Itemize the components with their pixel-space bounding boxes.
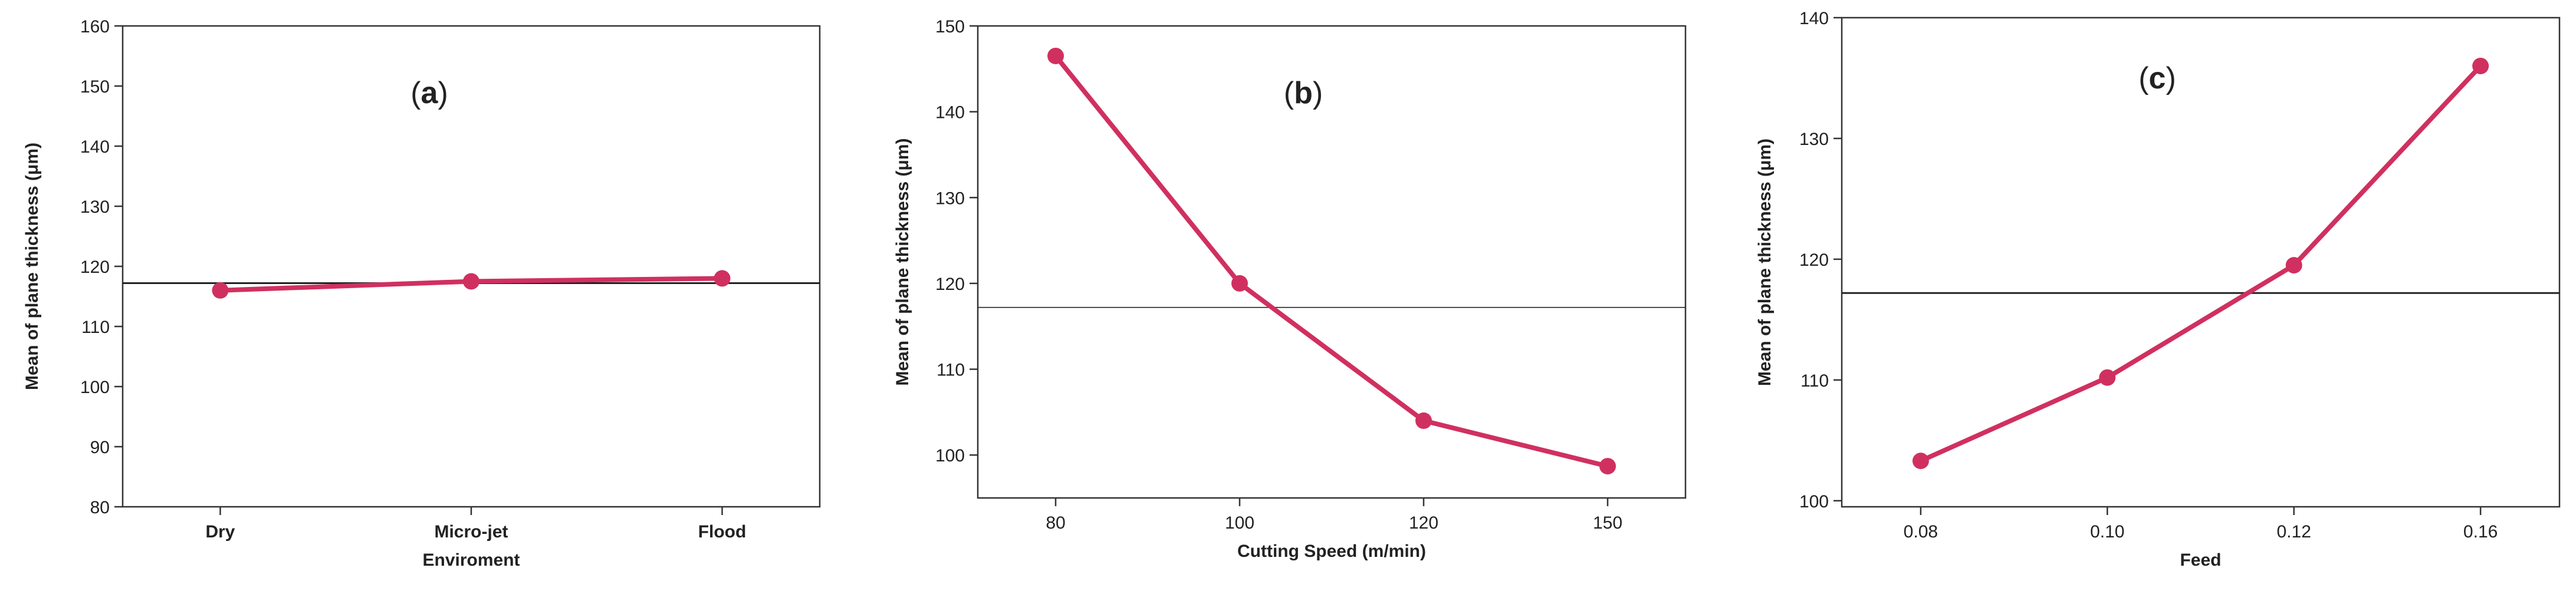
data-point <box>463 273 479 290</box>
panel-label: (b) <box>1284 76 1323 110</box>
series-line <box>1053 53 1610 469</box>
data-point <box>1912 453 1929 470</box>
y-tick-label: 120 <box>935 275 965 294</box>
x-tick-label: 0.16 <box>2463 522 2498 542</box>
data-point <box>2285 257 2302 274</box>
y-tick-label: 130 <box>80 197 110 217</box>
plot-frame <box>977 25 1687 499</box>
x-axis-title: Cutting Speed (m/min) <box>1237 542 1426 561</box>
x-tick-label: Dry <box>205 522 235 542</box>
x-tick-label: 150 <box>1593 513 1622 533</box>
y-tick-label: 100 <box>935 446 965 466</box>
plot-frame <box>1841 16 2561 508</box>
panel-label: (a) <box>410 76 448 110</box>
y-axis-title: Mean of plane thickness (μm) <box>22 143 42 390</box>
y-tick-label: 130 <box>935 189 965 208</box>
x-tick-label: 0.08 <box>1904 522 1938 542</box>
plot-frame <box>121 25 821 508</box>
y-tick-label: 150 <box>80 77 110 97</box>
y-tick-label: 120 <box>1799 250 1829 270</box>
x-tick-label: 0.10 <box>2090 522 2124 542</box>
panel-a: 80 90 100 110 120 130 140 150 160 Dry Micro-jet Flo… <box>22 17 821 570</box>
y-tick-label: 110 <box>81 318 110 337</box>
data-point <box>2472 57 2489 74</box>
y-tick-label: 140 <box>935 103 965 123</box>
y-tick-label: 150 <box>935 17 965 37</box>
panel-b: 100 110 120 130 140 150 80 100 120 150 Cutting Spe… <box>893 17 1687 561</box>
x-tick-label: 80 <box>1046 513 1065 533</box>
y-tick-label: 100 <box>1799 492 1829 512</box>
data-point <box>212 282 229 299</box>
y-tick-label: 130 <box>1799 130 1829 149</box>
panel-c: 100 110 120 130 140 0.08 0.10 0.12 0.16 Feed Mean … <box>1755 9 2561 570</box>
y-tick-label: 140 <box>80 137 110 157</box>
data-point <box>1415 412 1432 429</box>
data-point <box>1047 47 1064 64</box>
panel-label: (c) <box>2138 61 2176 95</box>
x-tick-label: 120 <box>1409 513 1438 533</box>
x-tick-label: 0.12 <box>2277 522 2311 542</box>
y-tick-label: 140 <box>1799 9 1829 28</box>
y-tick-label: 120 <box>80 258 110 277</box>
y-tick-label: 110 <box>937 361 965 380</box>
data-point <box>714 270 731 287</box>
y-axis-title: Mean of plane thickness (μm) <box>1755 138 1775 386</box>
y-tick-label: 100 <box>80 378 110 397</box>
x-tick-label: 100 <box>1225 513 1254 533</box>
y-tick-label: 90 <box>90 438 110 457</box>
data-point <box>2099 369 2116 386</box>
series-line <box>1918 63 2483 464</box>
y-tick-label: 160 <box>80 17 110 37</box>
data-point <box>1599 458 1616 475</box>
x-axis-title: Feed <box>2180 550 2221 570</box>
y-tick-label: 110 <box>1800 371 1829 391</box>
data-point <box>1231 275 1248 292</box>
y-axis-title: Mean of plane thickness (μm) <box>893 138 912 385</box>
x-tick-label: Micro-jet <box>434 522 508 542</box>
x-axis-title: Enviroment <box>422 550 520 570</box>
y-tick-label: 80 <box>90 498 110 517</box>
x-tick-label: Flood <box>698 522 747 542</box>
